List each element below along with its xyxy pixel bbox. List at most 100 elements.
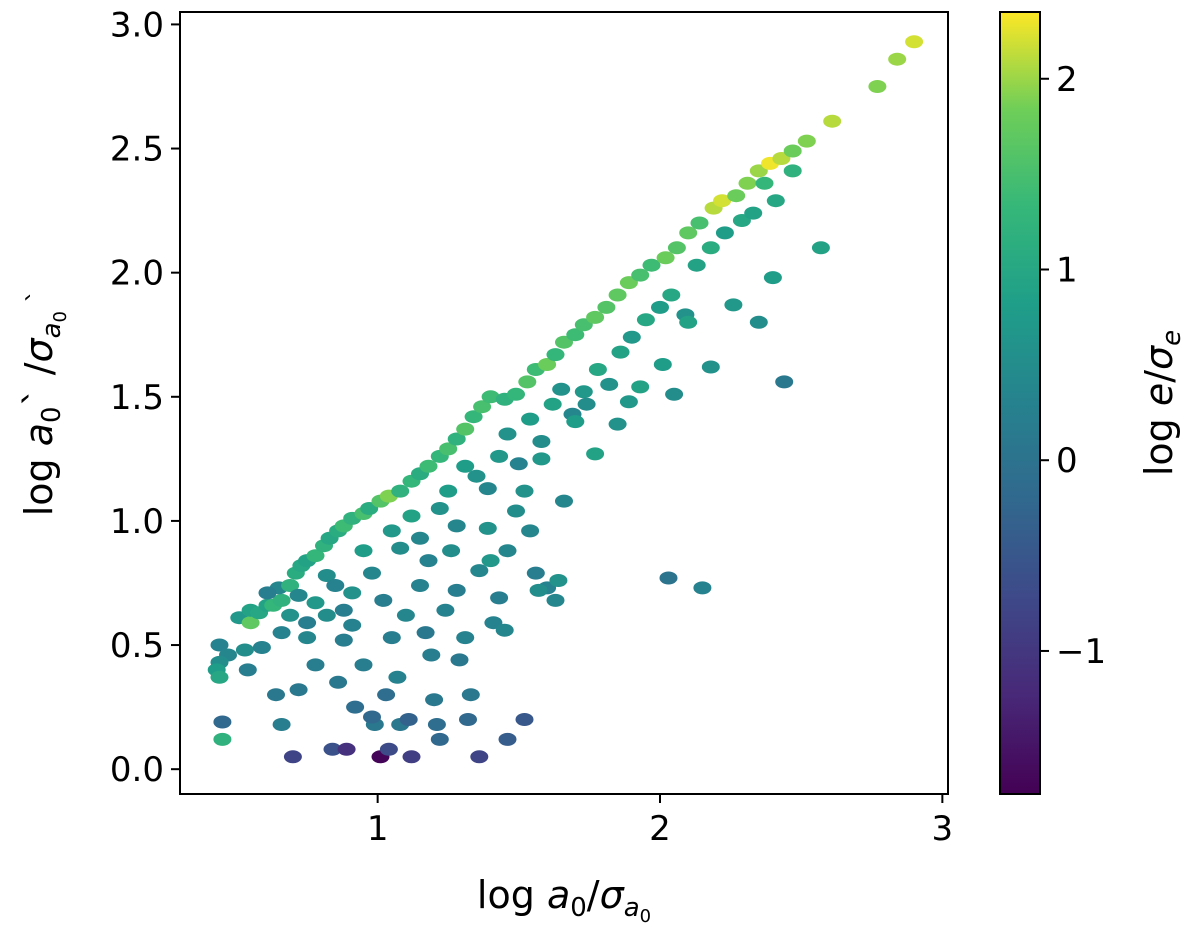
- data-point: [235, 643, 254, 657]
- data-point: [447, 583, 466, 597]
- data-point: [611, 345, 630, 359]
- plot-frame: [179, 11, 949, 795]
- data-point: [447, 519, 466, 533]
- data-point: [518, 375, 537, 389]
- data-point: [529, 583, 548, 597]
- data-point: [498, 732, 517, 746]
- y-tick-label: 0.5: [110, 626, 164, 666]
- data-point: [334, 633, 353, 647]
- data-point: [566, 415, 585, 429]
- y-axis-label: log a0` /σa0 `: [17, 290, 71, 517]
- data-point: [749, 315, 768, 329]
- data-point: [588, 363, 607, 376]
- data-point: [690, 216, 709, 230]
- data-point: [213, 732, 232, 746]
- data-point: [427, 718, 446, 731]
- data-point: [213, 715, 232, 729]
- data-point: [461, 688, 480, 702]
- y-tick-label: 3.0: [110, 5, 164, 45]
- data-point: [490, 591, 509, 605]
- data-point: [306, 596, 325, 610]
- data-point: [442, 544, 461, 558]
- data-point: [679, 315, 698, 329]
- data-point: [374, 593, 393, 607]
- data-point: [419, 459, 438, 473]
- data-point: [459, 713, 477, 726]
- data-point: [210, 638, 229, 652]
- data-point: [447, 432, 466, 446]
- data-point: [258, 586, 277, 600]
- data-point: [298, 631, 317, 645]
- data-point: [281, 579, 300, 592]
- data-point: [549, 574, 568, 587]
- x-axis-ticks: 1 2 3: [367, 794, 953, 849]
- data-point: [546, 348, 565, 362]
- data-point: [388, 670, 407, 684]
- data-point: [323, 742, 342, 756]
- data-point: [701, 360, 720, 374]
- data-point: [521, 524, 540, 538]
- data-point: [574, 385, 593, 399]
- x-axis-label: log a0/σa0: [477, 873, 651, 927]
- data-point: [481, 390, 500, 404]
- x-tick-label: 1: [367, 809, 389, 849]
- data-point: [283, 750, 302, 764]
- y-axis-ticks: 0.0 0.5 1.0 1.5 2.0 2.5 3.0: [110, 5, 180, 790]
- data-point: [425, 693, 444, 707]
- data-point: [481, 554, 500, 568]
- data-point: [532, 435, 551, 448]
- colorbar-ticks: −1 0 1 2: [1040, 60, 1106, 672]
- data-point: [289, 683, 308, 697]
- y-tick-label: 2.5: [110, 130, 164, 170]
- data-point: [210, 670, 229, 684]
- data-point: [252, 641, 271, 654]
- data-point: [298, 616, 317, 630]
- data-point: [490, 449, 509, 463]
- y-tick-label: 2.0: [110, 254, 164, 294]
- data-point: [498, 427, 517, 441]
- data-point: [653, 358, 672, 371]
- data-point: [391, 484, 410, 498]
- data-point: [238, 663, 257, 677]
- data-point: [586, 447, 605, 461]
- data-point: [456, 631, 475, 645]
- data-point: [354, 544, 373, 558]
- data-point: [679, 226, 698, 240]
- data-point: [526, 566, 545, 580]
- data-point: [326, 579, 345, 592]
- data-point: [868, 80, 887, 93]
- data-point: [600, 377, 619, 391]
- data-points: [207, 35, 924, 764]
- data-point: [377, 688, 396, 702]
- data-point: [467, 469, 486, 483]
- data-point: [783, 164, 802, 178]
- data-point: [396, 608, 415, 622]
- data-point: [622, 330, 641, 344]
- data-point: [317, 569, 336, 582]
- colorbar-tick-label: 2: [1056, 60, 1078, 100]
- data-point: [546, 593, 565, 607]
- data-point: [354, 658, 373, 672]
- data-point: [665, 387, 684, 401]
- data-point: [636, 313, 655, 327]
- data-point: [402, 509, 421, 523]
- data-point: [693, 581, 712, 595]
- data-point: [422, 648, 441, 662]
- data-point: [659, 571, 678, 585]
- data-point: [416, 626, 435, 640]
- data-point: [419, 554, 438, 568]
- data-point: [363, 566, 381, 580]
- data-point: [727, 189, 746, 203]
- colorbar-label: log e/σe: [1137, 330, 1187, 476]
- data-point: [642, 258, 661, 272]
- data-point: [430, 732, 449, 746]
- data-point: [346, 700, 365, 714]
- data-point: [439, 442, 458, 456]
- colorbar-tick-label: −1: [1056, 632, 1106, 672]
- data-point: [888, 52, 907, 66]
- x-tick-label: 3: [932, 809, 954, 849]
- data-point: [507, 387, 525, 401]
- data-point: [470, 750, 489, 764]
- data-point: [272, 626, 291, 640]
- x-tick-label: 2: [649, 809, 671, 849]
